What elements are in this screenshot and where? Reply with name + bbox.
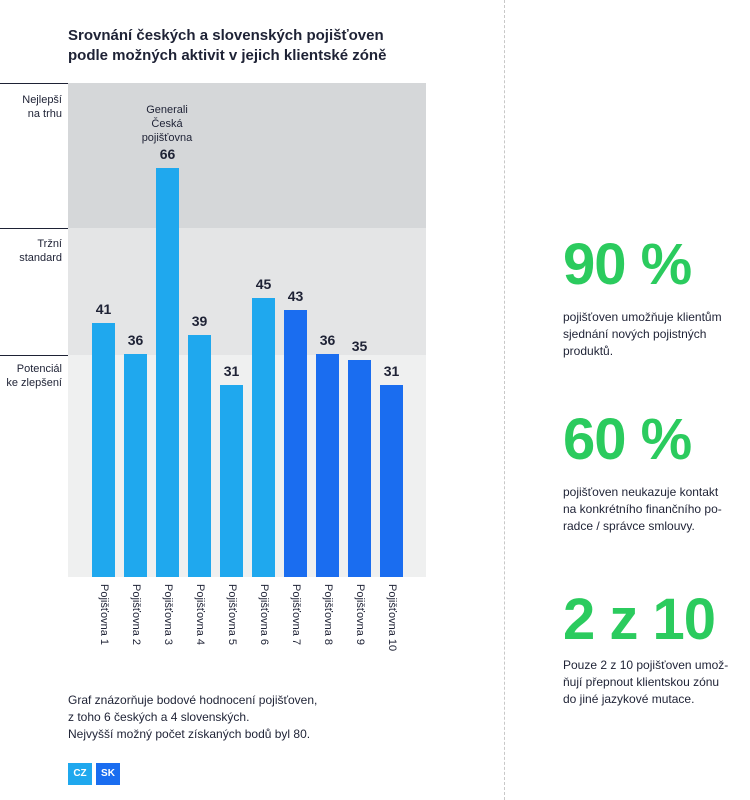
zone-label-potential: Potenciál ke zlepšení	[6, 363, 62, 389]
bar-value-6: 45	[255, 276, 272, 292]
bar-1	[92, 322, 115, 577]
bar-8	[316, 353, 339, 577]
bar-7	[284, 310, 307, 577]
bar-value-8: 36	[319, 331, 336, 348]
stat-text-3: Pouze 2 z 10 pojišťoven umož-ňují přepno…	[563, 658, 729, 706]
x-tick-label-2: Pojišťovna 2	[130, 584, 142, 645]
zone-label-standard: Tržní standard	[19, 238, 62, 264]
x-tick-label-7: Pojišťovna 7	[290, 584, 302, 645]
stat-value-3: 2 z 10	[563, 587, 716, 652]
x-tick-label-5: Pojišťovna 5	[226, 584, 238, 645]
x-tick-label-10: Pojišťovna 10	[386, 584, 398, 652]
divider	[504, 0, 505, 800]
bar-5	[220, 384, 243, 577]
legend-cz: CZ	[68, 763, 92, 785]
zone-band-standard	[68, 228, 426, 355]
bar-value-2: 36	[127, 331, 144, 348]
x-tick-label-6: Pojišťovna 6	[258, 584, 270, 645]
zone-rule-best	[0, 83, 68, 84]
bar-value-7: 43	[287, 288, 304, 305]
bar-4	[188, 335, 211, 577]
chart-note: Graf znázorňuje bodové hodnocení pojišťo…	[68, 693, 318, 741]
bar-value-9: 35	[351, 338, 368, 354]
legend-sk: SK	[96, 763, 120, 785]
stat-text-2: pojišťoven neukazuje kontakt na konkrétní…	[563, 485, 722, 533]
chart-title: Srovnání českých a slovenských pojišťove…	[68, 27, 387, 64]
bar-10	[380, 384, 403, 577]
bar-2	[124, 353, 147, 577]
x-tick-label-3: Pojišťovna 3	[162, 584, 174, 645]
bar-value-4: 39	[191, 313, 208, 330]
x-tick-label-4: Pojišťovna 4	[194, 584, 206, 645]
bar-value-10: 31	[383, 362, 400, 379]
zone-rule-potential	[0, 355, 68, 356]
stat-text-1: pojišťoven umožňuje klientům sjednání nov…	[563, 310, 722, 358]
stat-value-1: 90 %	[563, 232, 692, 297]
zone-band-best	[68, 83, 426, 228]
x-tick-label-8: Pojišťovna 8	[322, 584, 334, 645]
bar-value-1: 41	[95, 300, 112, 317]
x-tick-label-1: Pojišťovna 1	[98, 584, 110, 645]
bar-9	[348, 360, 371, 577]
zone-label-best: Nejlepší na trhu	[22, 94, 62, 120]
bar-annotation-generali: Generali Česká pojišťovna	[141, 104, 193, 144]
stat-value-2: 60 %	[563, 407, 692, 472]
bar-value-3: 66	[159, 145, 176, 162]
zone-rule-standard	[0, 228, 68, 229]
bar-3	[156, 167, 179, 577]
bar-value-5: 31	[223, 362, 240, 379]
bar-6	[252, 298, 275, 577]
zone-band-potential	[68, 355, 426, 577]
x-tick-label-9: Pojišťovna 9	[354, 584, 366, 645]
